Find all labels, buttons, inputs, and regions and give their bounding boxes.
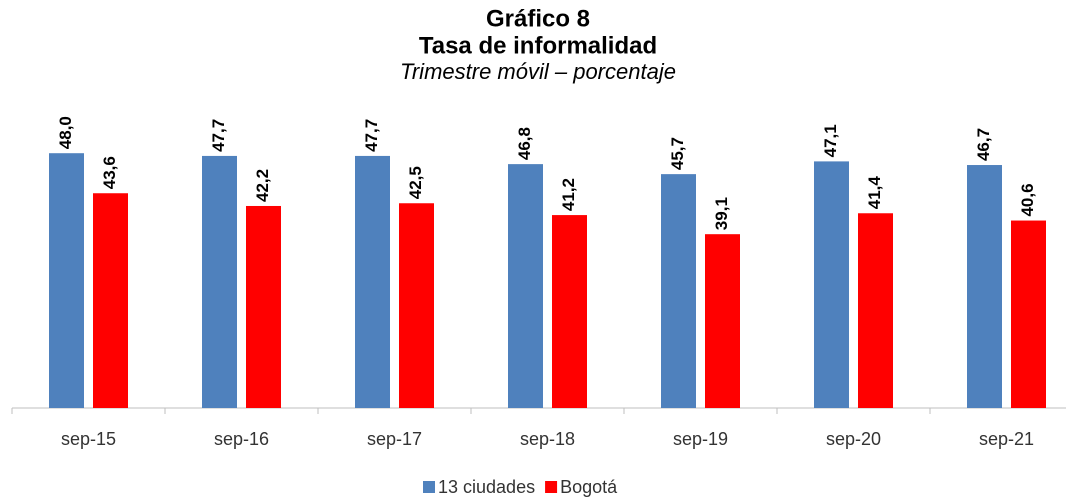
x-tick-label: sep-18 — [520, 429, 575, 449]
bar — [93, 193, 128, 408]
legend-label: Bogotá — [560, 477, 618, 497]
bar — [552, 215, 587, 408]
chart-note: Trimestre móvil – porcentaje — [400, 59, 676, 84]
data-label: 43,6 — [100, 156, 119, 189]
data-label: 42,2 — [253, 169, 272, 202]
x-tick-label: sep-17 — [367, 429, 422, 449]
x-tick-label: sep-16 — [214, 429, 269, 449]
x-tick-label: sep-19 — [673, 429, 728, 449]
bar — [967, 165, 1002, 408]
bar — [202, 155, 237, 408]
bar — [49, 153, 84, 408]
data-label: 45,7 — [668, 137, 687, 170]
data-label: 39,1 — [712, 197, 731, 230]
bar — [705, 234, 740, 408]
data-label: 40,6 — [1018, 183, 1037, 216]
data-label: 41,2 — [559, 178, 578, 211]
legend-swatch — [423, 481, 435, 493]
data-label: 47,7 — [362, 119, 381, 152]
x-tick-label: sep-20 — [826, 429, 881, 449]
bar — [355, 155, 390, 408]
legend-label: 13 ciudades — [438, 477, 535, 497]
bar — [858, 213, 893, 408]
bar — [508, 164, 543, 408]
chart-subtitle: Tasa de informalidad — [419, 32, 657, 59]
x-tick-label: sep-21 — [979, 429, 1034, 449]
data-label: 41,4 — [865, 176, 884, 210]
x-tick-label: sep-15 — [61, 429, 116, 449]
legend-swatch — [545, 481, 558, 493]
bar — [661, 174, 696, 408]
data-label: 48,0 — [56, 116, 75, 149]
bar — [814, 161, 849, 408]
data-label: 46,7 — [974, 128, 993, 161]
data-label: 47,1 — [821, 124, 840, 157]
bar — [1011, 220, 1046, 408]
data-label: 47,7 — [209, 119, 228, 152]
data-label: 42,5 — [406, 166, 425, 199]
bar — [399, 203, 434, 408]
data-label: 46,8 — [515, 127, 534, 160]
chart-title: Gráfico 8 — [486, 5, 590, 32]
bar — [246, 205, 281, 408]
